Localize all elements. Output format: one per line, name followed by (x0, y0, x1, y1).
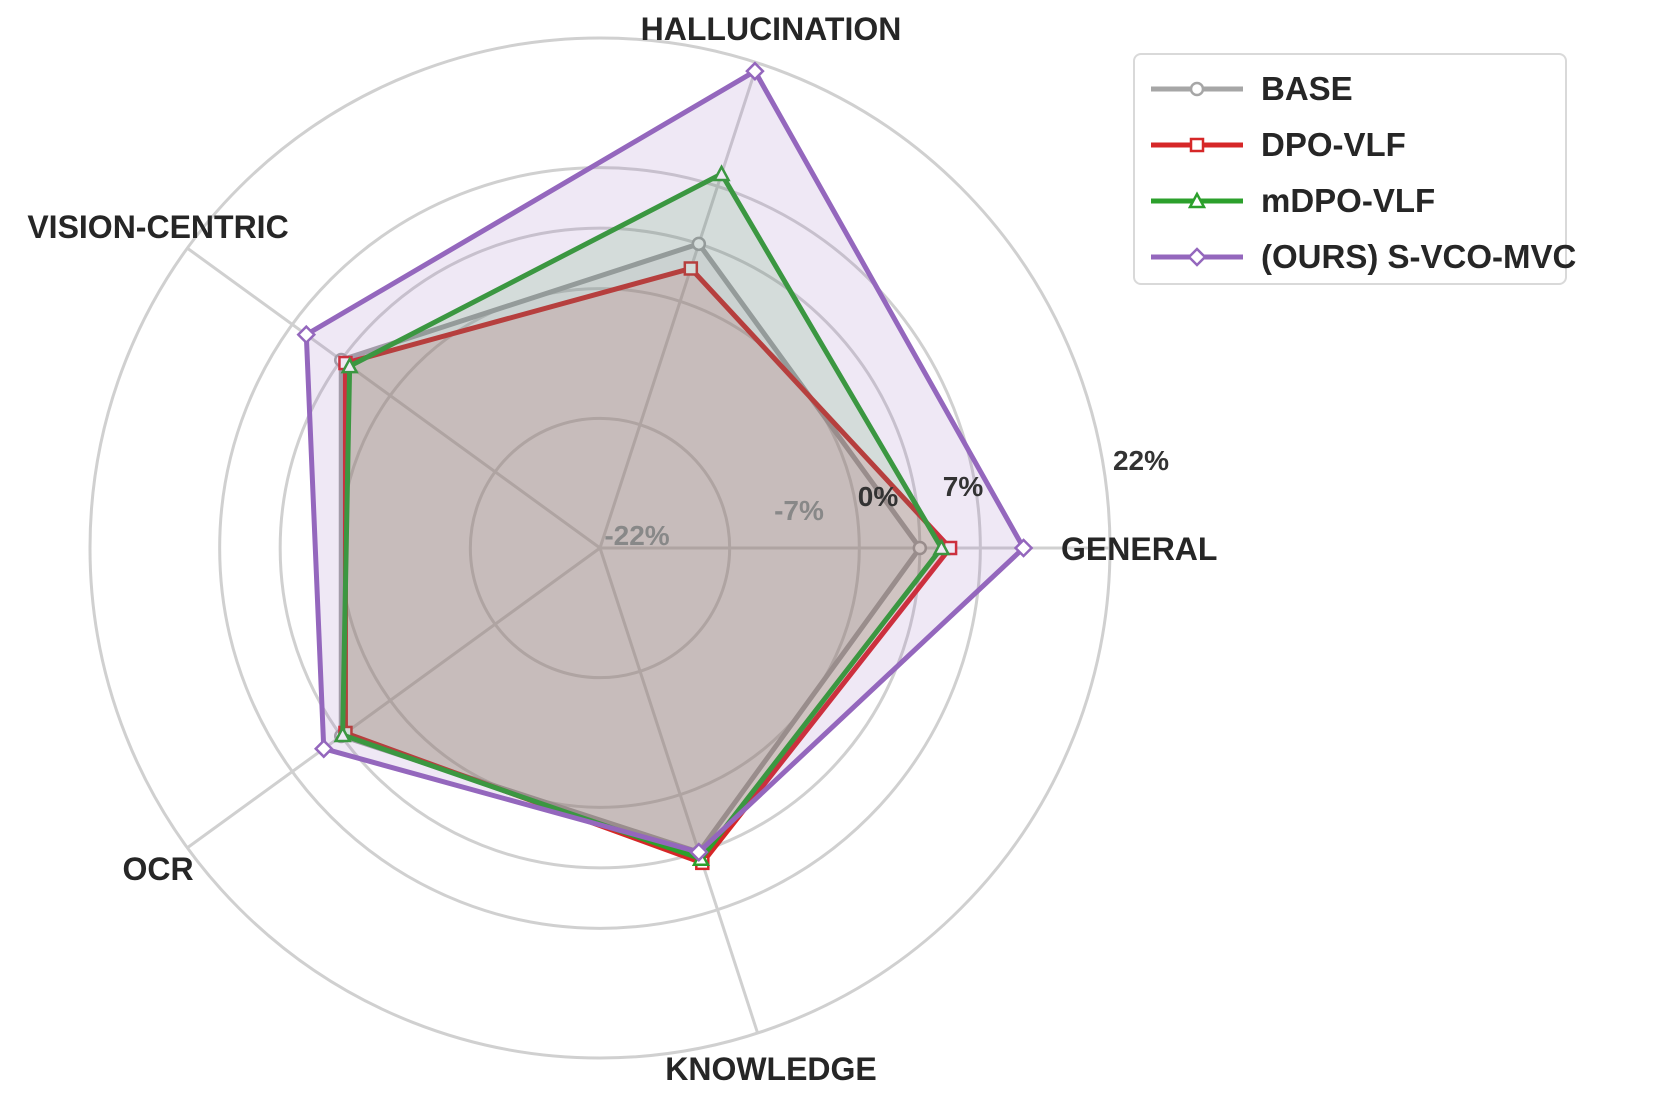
data-point (333, 725, 352, 743)
legend-label: BASE (1261, 70, 1353, 107)
radial-tick-label: -22% (604, 520, 669, 551)
data-point (1013, 538, 1034, 558)
legend-swatch (1151, 191, 1243, 209)
grid-spoke (598, 547, 760, 1034)
series-mdpo-vlf (333, 164, 951, 867)
data-point (932, 538, 951, 556)
radial-tick-label: 7% (943, 471, 984, 502)
radial-tick-label: -7% (774, 495, 824, 526)
legend-label: mDPO-VLF (1261, 182, 1436, 219)
legend-label: DPO-VLF (1261, 126, 1406, 163)
series-line (340, 170, 945, 862)
legend-swatch (1151, 247, 1243, 267)
data-point (340, 356, 359, 374)
legend-entry: mDPO-VLF (1135, 173, 1565, 229)
radar-labels: GENERAL HALLUCINATION VISION-CENTRIC OCR KNO… (27, 11, 1217, 1087)
data-point (689, 842, 709, 862)
axis-label-general: GENERAL (1061, 531, 1217, 567)
data-point (691, 236, 707, 252)
legend-entry: DPO-VLF (1135, 117, 1565, 173)
radar-series (296, 61, 1034, 871)
radial-tick-label: 22% (1113, 445, 1169, 476)
radar-grid (88, 36, 1112, 1060)
grid-spoke (598, 62, 760, 549)
data-point (1187, 191, 1207, 209)
series-base (334, 236, 928, 860)
chart-legend: BASE DPO-VLF mDPO-VLF (OURS) S-VCO-MVC (1133, 53, 1576, 285)
series-line (303, 67, 1027, 855)
legend-label: (OURS) S-VCO-MVC (1261, 238, 1577, 275)
legend-entry: (OURS) S-VCO-MVC (1135, 229, 1576, 285)
axis-label-vision-centric: VISION-CENTRIC (27, 209, 288, 245)
grid-spoke (186, 546, 601, 849)
axis-label-knowledge: KNOWLEDGE (665, 1051, 877, 1087)
data-point (1187, 247, 1207, 267)
data-point (745, 61, 765, 81)
data-point (912, 540, 928, 556)
axis-label-ocr: OCR (122, 851, 193, 887)
data-point (683, 261, 699, 276)
radial-tick-label: 0% (858, 481, 899, 512)
legend-entry: BASE (1135, 61, 1565, 117)
legend-swatch (1151, 81, 1243, 97)
data-point (314, 738, 334, 759)
data-point (1189, 81, 1205, 97)
data-point (1189, 137, 1205, 153)
grid-spoke (186, 247, 601, 550)
series-line (338, 240, 923, 856)
series-ours-s-vco-mvc (296, 61, 1034, 862)
axis-label-hallucination: HALLUCINATION (641, 11, 902, 47)
data-point (712, 164, 731, 182)
data-point (296, 324, 317, 345)
legend-swatch (1151, 137, 1243, 153)
